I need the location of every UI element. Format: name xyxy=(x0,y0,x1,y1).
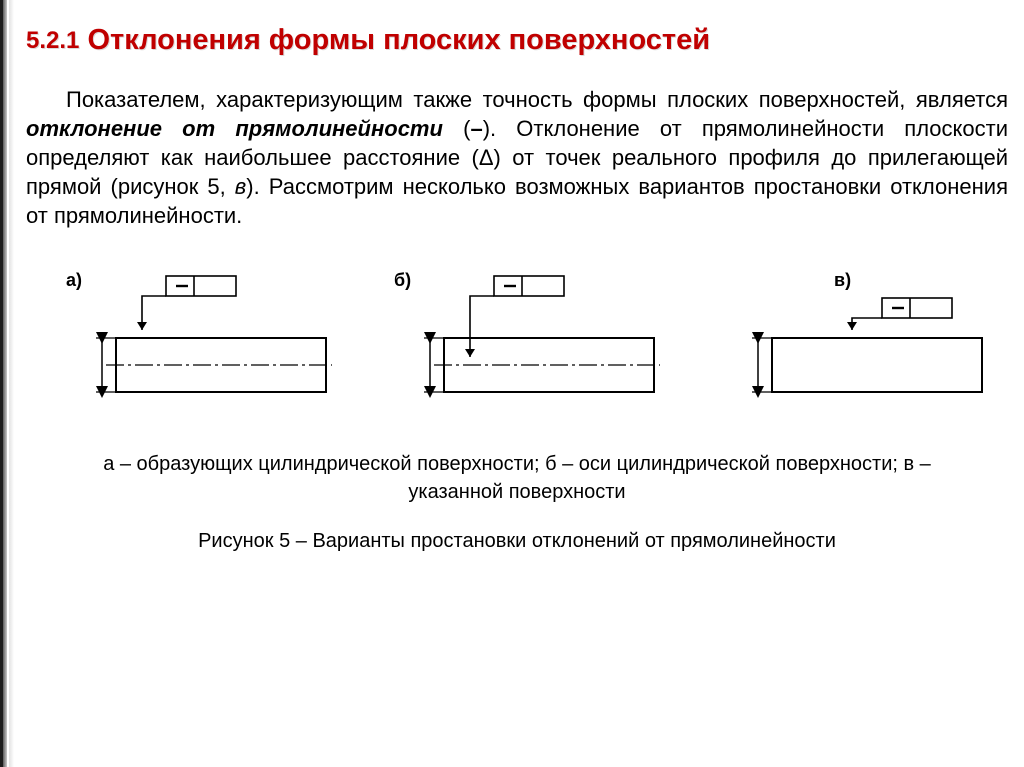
subfigure-b: б) xyxy=(394,270,664,400)
block-rect xyxy=(772,338,982,392)
leader xyxy=(852,318,882,330)
title-text: Отклонения формы плоских поверхностей xyxy=(87,24,710,56)
page-title: 5.2.1 Отклонения формы плоских поверхнос… xyxy=(26,24,1008,57)
title-number: 5.2.1 xyxy=(26,27,79,54)
slide-content: 5.2.1 Отклонения формы плоских поверхнос… xyxy=(26,24,1008,751)
subfigure-a-label: а) xyxy=(66,270,82,291)
subfigure-v: в) xyxy=(722,270,992,400)
leader xyxy=(142,296,166,330)
leader-arrowhead-icon xyxy=(847,322,857,330)
para-figref: в xyxy=(235,174,246,199)
subfigure-a: а) xyxy=(66,270,336,400)
diagram-v xyxy=(722,270,992,400)
para-sym-open: ( xyxy=(443,116,471,141)
slide-left-edge xyxy=(0,0,14,767)
figure-legend: а – образующих цилиндрической поверхност… xyxy=(26,450,1008,506)
leader-arrowhead-icon xyxy=(137,322,147,330)
para-pre: Показателем, характеризующим также точно… xyxy=(66,87,1008,112)
figure-row: а) xyxy=(26,270,1008,400)
body-paragraph: Показателем, характеризующим также точно… xyxy=(26,85,1008,230)
subfigure-v-label: в) xyxy=(834,270,851,291)
figure-caption: Рисунок 5 – Варианты простановки отклоне… xyxy=(26,530,1008,553)
para-sym-close: ). xyxy=(483,116,517,141)
diagram-b xyxy=(394,270,664,400)
diagram-a xyxy=(66,270,336,400)
subfigure-b-label: б) xyxy=(394,270,411,291)
para-term: отклонение от прямолинейности xyxy=(26,116,443,141)
para-sym: – xyxy=(470,116,482,141)
